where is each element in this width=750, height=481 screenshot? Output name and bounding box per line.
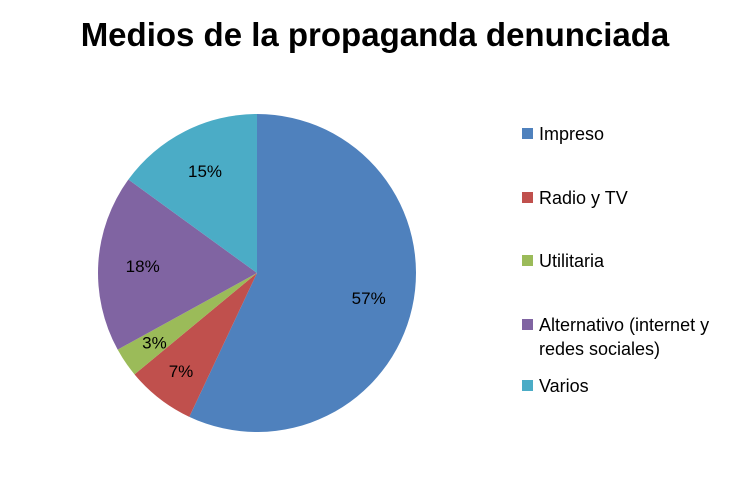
data-label-varios: 15%: [188, 162, 222, 181]
pie-slice-varios: [128, 114, 257, 273]
data-label-alternativo-internet-y-redes-sociales: 18%: [126, 257, 160, 276]
data-label-radio-y-tv: 7%: [169, 362, 194, 381]
pie-slice-impreso: [189, 114, 416, 432]
chart-title: Medios de la propaganda denunciada: [80, 16, 670, 53]
pie-slice-alternativo-internet-y-redes-sociales: [98, 179, 257, 350]
data-label-utilitaria: 3%: [142, 334, 167, 353]
pie-slice-radio-y-tv: [134, 273, 257, 417]
pie-slice-utilitaria: [117, 273, 257, 375]
data-label-impreso: 57%: [352, 289, 386, 308]
